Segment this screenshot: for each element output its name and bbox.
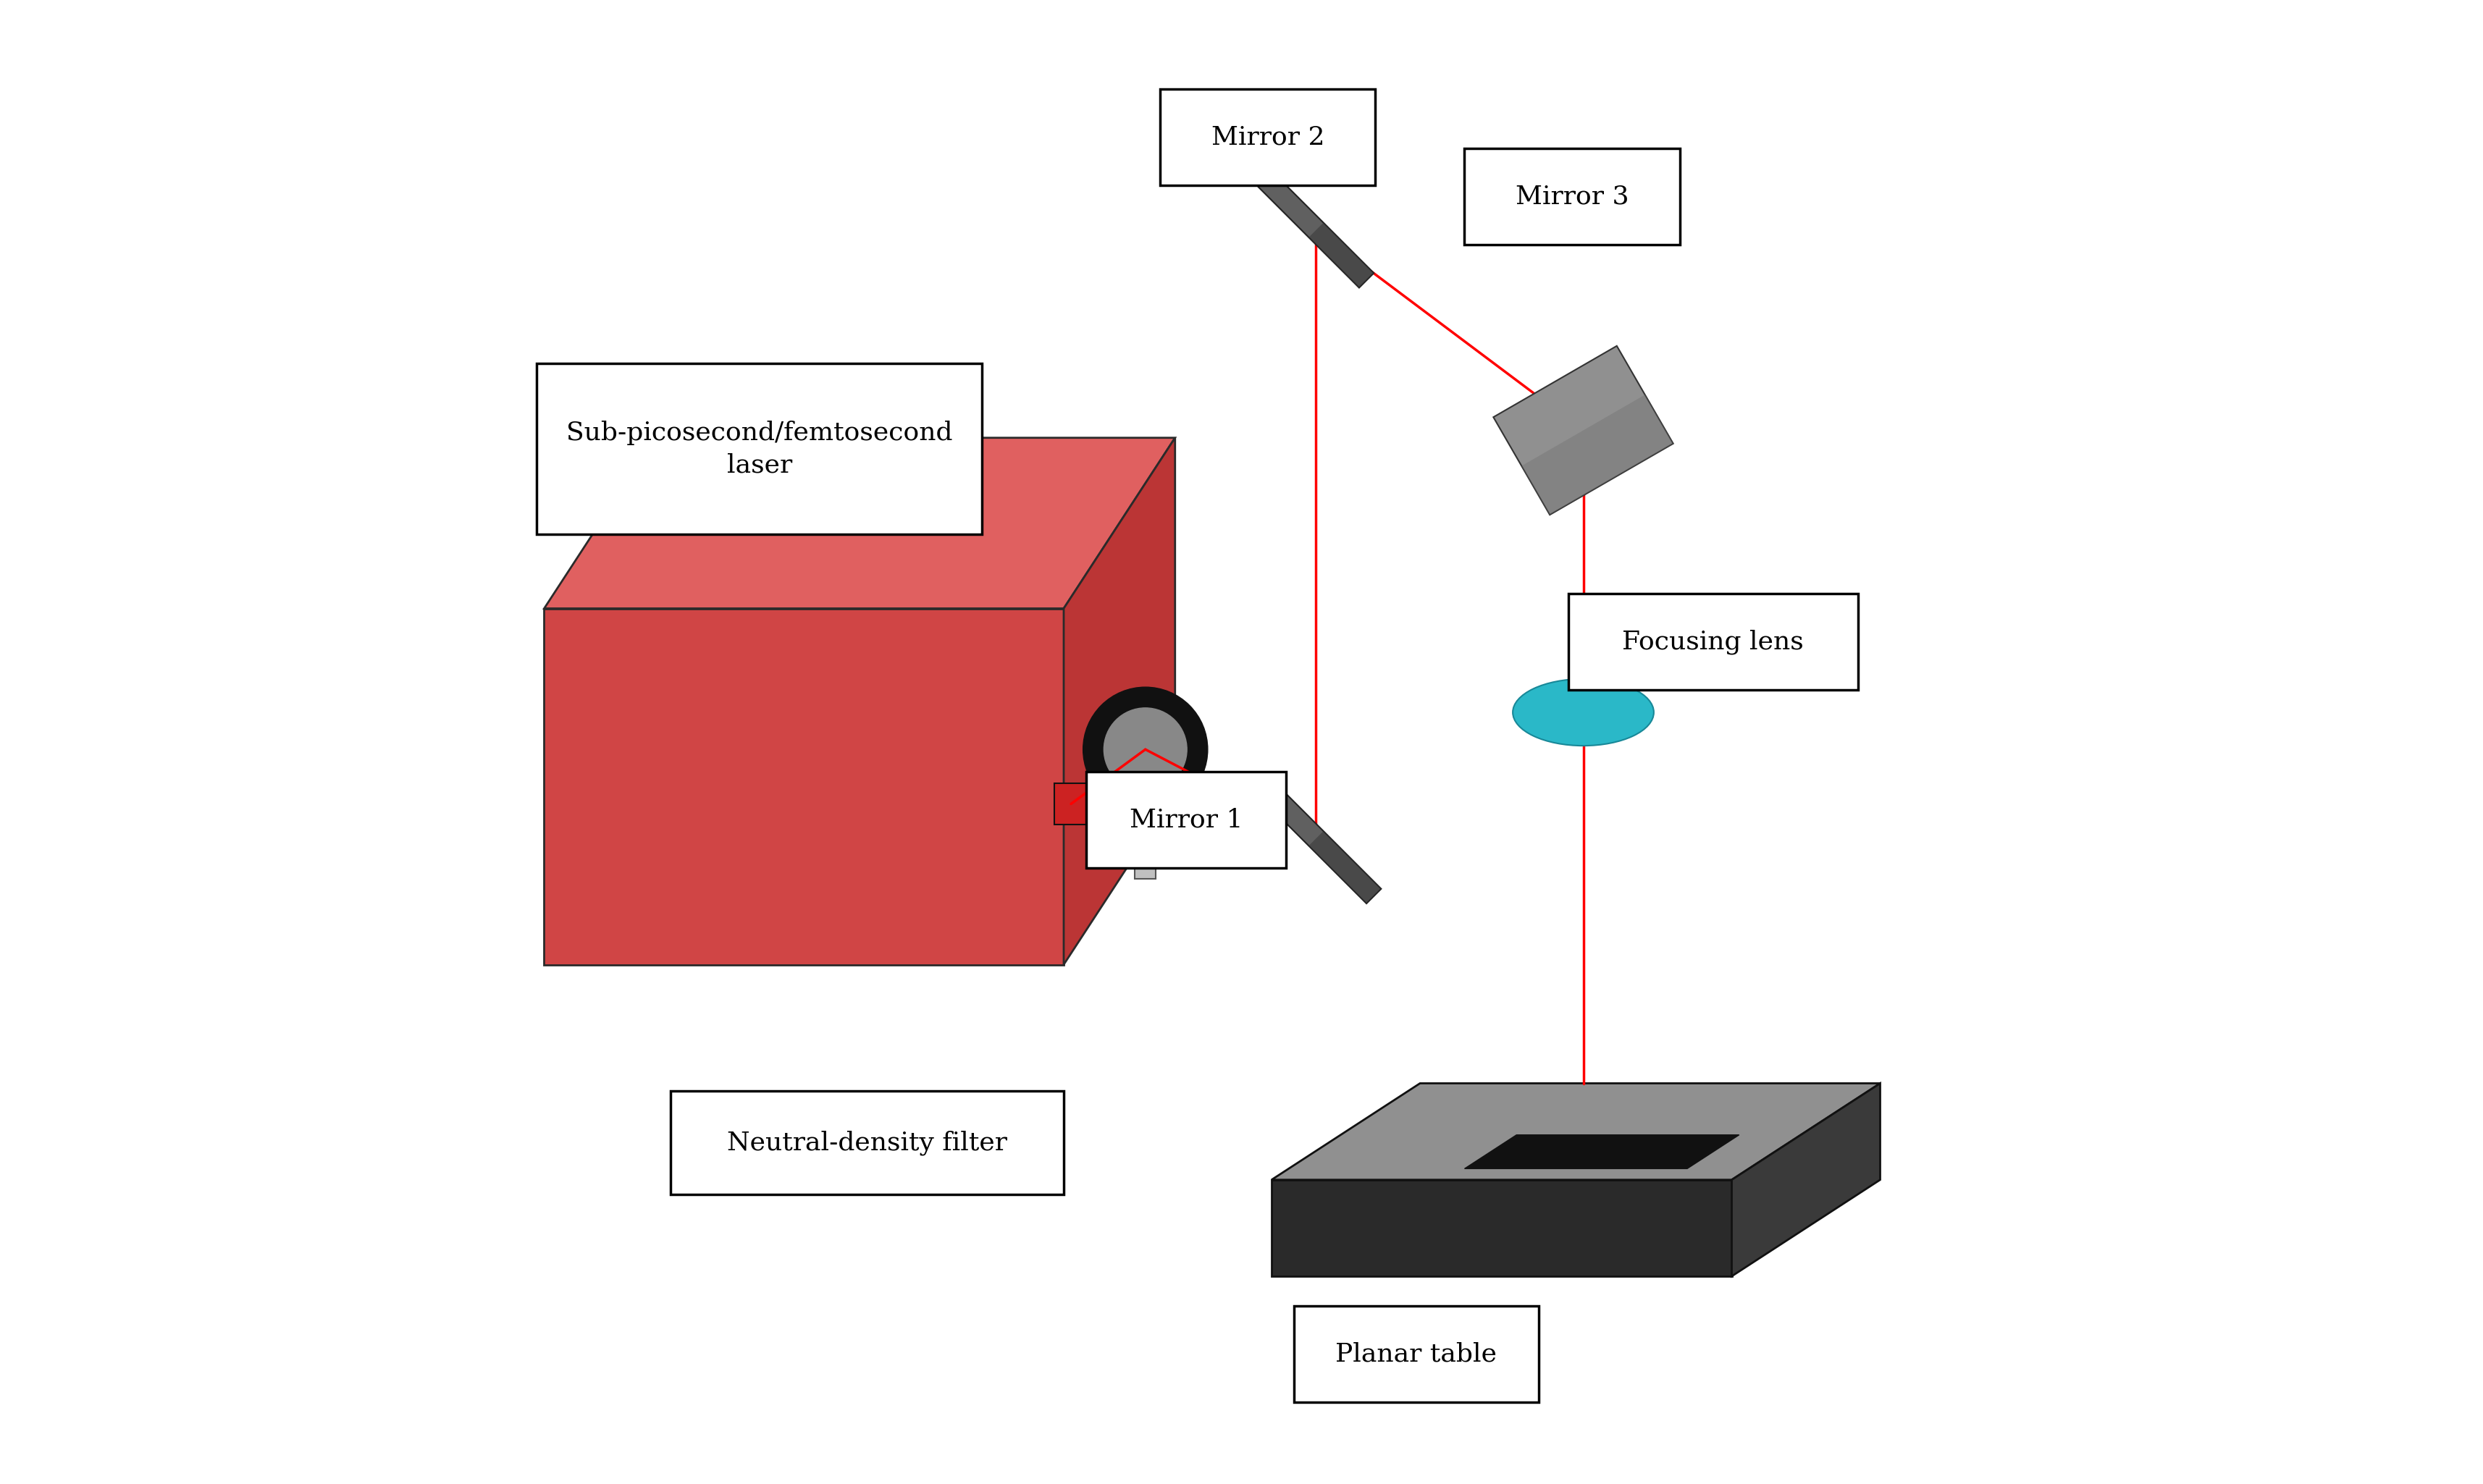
Polygon shape bbox=[1251, 773, 1381, 904]
Text: Mirror 2: Mirror 2 bbox=[1212, 125, 1323, 150]
Text: Neutral-density filter: Neutral-density filter bbox=[728, 1131, 1008, 1155]
Polygon shape bbox=[1271, 1180, 1731, 1276]
Polygon shape bbox=[544, 608, 1063, 965]
Text: Planar table: Planar table bbox=[1336, 1342, 1497, 1367]
Circle shape bbox=[1083, 687, 1207, 812]
Polygon shape bbox=[1309, 831, 1381, 904]
FancyBboxPatch shape bbox=[1465, 148, 1679, 245]
Polygon shape bbox=[1063, 438, 1174, 965]
Text: Sub-picosecond/femtosecond
laser: Sub-picosecond/femtosecond laser bbox=[566, 420, 953, 478]
Polygon shape bbox=[1465, 1135, 1738, 1169]
FancyBboxPatch shape bbox=[1567, 594, 1857, 690]
FancyBboxPatch shape bbox=[1160, 89, 1376, 186]
Ellipse shape bbox=[1512, 680, 1654, 745]
FancyBboxPatch shape bbox=[536, 364, 981, 534]
Polygon shape bbox=[544, 438, 1174, 608]
FancyBboxPatch shape bbox=[1294, 1306, 1539, 1402]
FancyBboxPatch shape bbox=[670, 1091, 1063, 1195]
Polygon shape bbox=[1731, 1083, 1880, 1276]
Polygon shape bbox=[1271, 1083, 1880, 1180]
Polygon shape bbox=[1492, 346, 1674, 515]
Polygon shape bbox=[1522, 395, 1674, 515]
Polygon shape bbox=[1259, 172, 1373, 288]
Polygon shape bbox=[1055, 784, 1088, 825]
Polygon shape bbox=[1309, 223, 1373, 288]
FancyBboxPatch shape bbox=[1085, 772, 1286, 868]
FancyBboxPatch shape bbox=[1135, 797, 1155, 879]
Text: Mirror 1: Mirror 1 bbox=[1130, 807, 1242, 833]
Text: Focusing lens: Focusing lens bbox=[1621, 629, 1803, 654]
Text: Mirror 3: Mirror 3 bbox=[1515, 184, 1629, 209]
Circle shape bbox=[1102, 708, 1187, 791]
